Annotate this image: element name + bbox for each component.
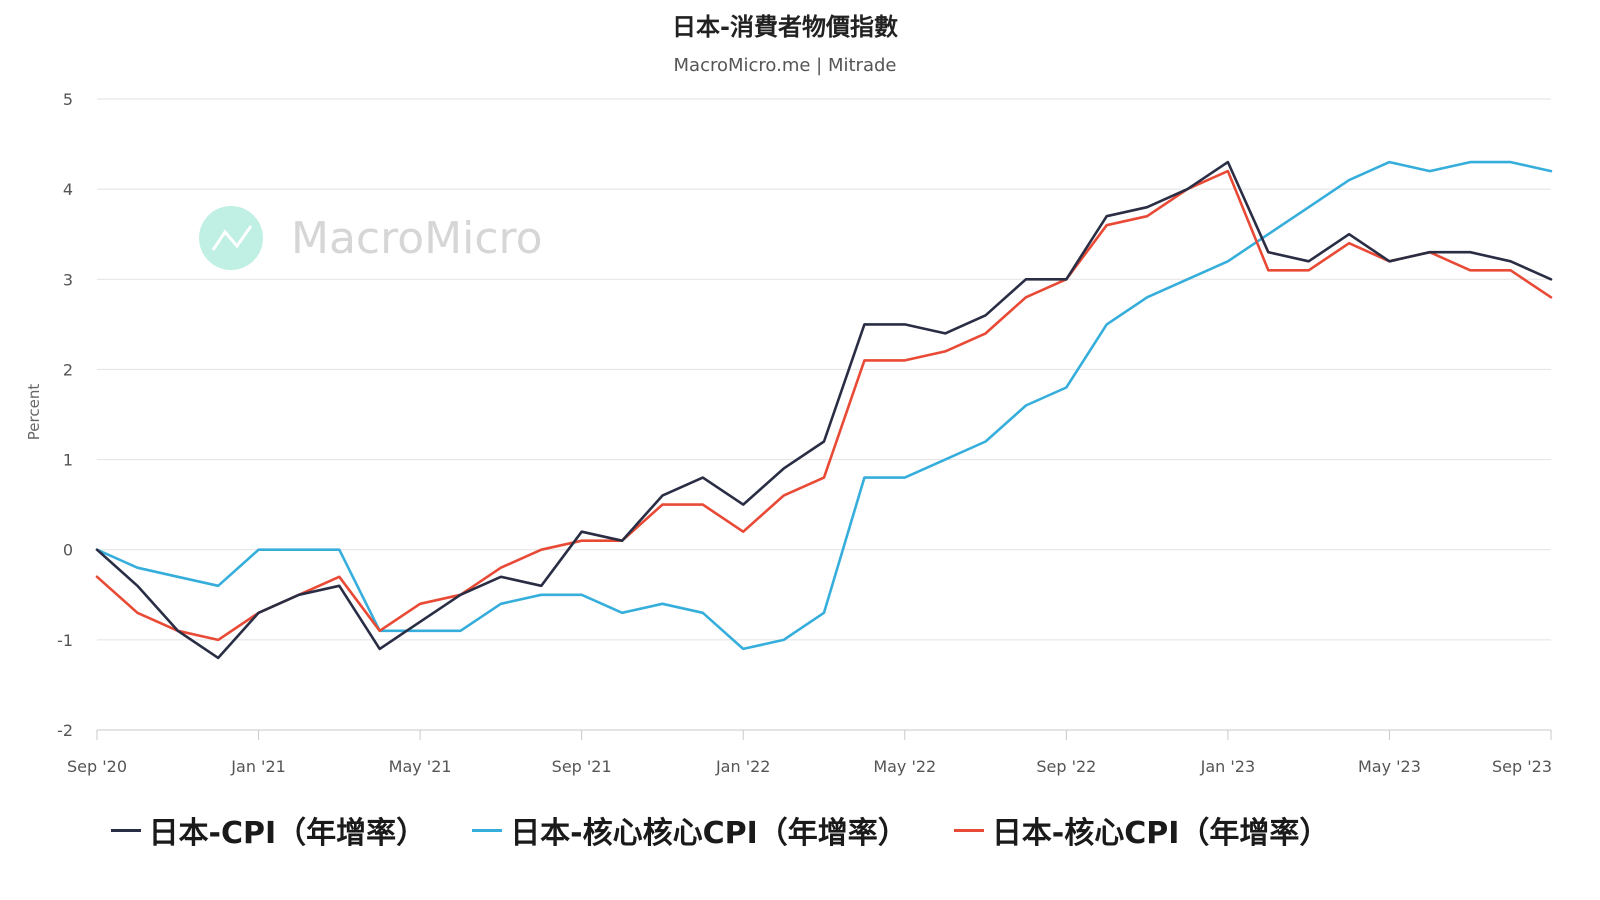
legend-item-core-cpi[interactable]: 日本-核心CPI（年增率） bbox=[953, 808, 1330, 852]
y-tick-label: 0 bbox=[63, 541, 73, 560]
y-tick-label: -2 bbox=[57, 721, 73, 740]
legend-swatch-core-core-cpi bbox=[472, 828, 503, 832]
series-line-core-core-cpi bbox=[95, 160, 1553, 651]
x-tick-label: May '22 bbox=[873, 757, 936, 776]
legend-swatch-core-cpi bbox=[953, 828, 984, 832]
chart-subtitle: MacroMicro.me | Mitrade bbox=[674, 55, 897, 76]
y-tick-label: 1 bbox=[63, 451, 73, 470]
legend-label-core-core-cpi: 日本-核心核心CPI（年增率） bbox=[510, 816, 908, 851]
y-tick-label: 4 bbox=[63, 180, 73, 199]
series-line-cpi bbox=[95, 160, 1553, 660]
grid bbox=[97, 98, 1551, 641]
x-tick-label: May '21 bbox=[389, 757, 452, 776]
chart-title: 日本-消費者物價指數 bbox=[672, 13, 898, 41]
x-tick-label: Sep '22 bbox=[1036, 757, 1096, 776]
y-tick-label: 5 bbox=[63, 90, 73, 109]
y-tick-label: 2 bbox=[63, 360, 73, 379]
x-tick-label: Jan '23 bbox=[1200, 757, 1256, 776]
x-tick-label: May '23 bbox=[1358, 757, 1421, 776]
axes: 5 4 3 2 1 0 -1 -2 Sep '20 Jan '21 May '21 Sep '21 Ja… bbox=[57, 90, 1552, 776]
series-line-core-cpi bbox=[95, 169, 1553, 642]
legend-label-core-cpi: 日本-核心CPI（年增率） bbox=[991, 816, 1330, 851]
y-tick-label: 3 bbox=[63, 270, 73, 289]
legend-swatch-cpi bbox=[110, 828, 141, 832]
x-tick-label: Jan '22 bbox=[715, 757, 771, 776]
watermark: MacroMicro bbox=[199, 206, 543, 270]
series bbox=[95, 160, 1553, 660]
x-tick-label: Jan '21 bbox=[230, 757, 286, 776]
x-tick-label: Sep '23 bbox=[1492, 757, 1552, 776]
x-tick-label: Sep '21 bbox=[552, 757, 612, 776]
legend-item-cpi[interactable]: 日本-CPI（年增率） bbox=[110, 808, 427, 852]
legend: 日本-CPI（年增率） 日本-核心核心CPI（年增率） 日本-核心CPI（年增率… bbox=[0, 808, 1440, 852]
legend-item-core-core-cpi[interactable]: 日本-核心核心CPI（年增率） bbox=[472, 808, 908, 852]
watermark-text: MacroMicro bbox=[291, 213, 543, 264]
y-tick-label: -1 bbox=[57, 631, 73, 650]
watermark-logo-line-icon bbox=[211, 225, 253, 251]
y-axis-label: Percent bbox=[25, 384, 43, 441]
legend-label-cpi: 日本-CPI（年增率） bbox=[148, 816, 427, 851]
x-tick-label: Sep '20 bbox=[67, 757, 127, 776]
